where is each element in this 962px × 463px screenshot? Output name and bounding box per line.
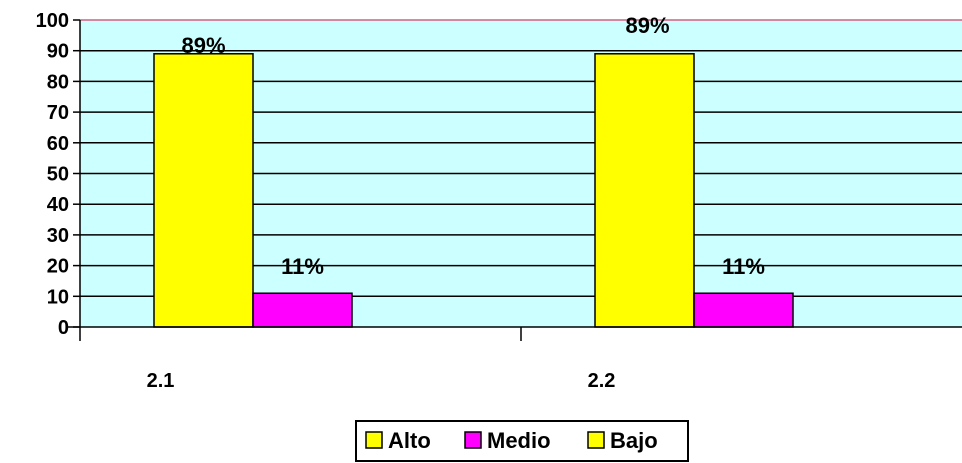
bars [153,53,794,328]
legend-label-alto: Alto [388,428,431,453]
legend-swatch-alto [365,431,383,449]
data-label: 89% [625,13,669,38]
y-tick-label: 80 [47,71,69,93]
y-ticks: 0 10 20 30 40 50 60 70 80 90 100 [36,10,80,339]
x-ticks: 2.1 2.2 [147,327,616,392]
y-tick-label: 40 [47,194,69,216]
y-tick-label: 30 [47,225,69,247]
x-tick-label: 2.2 [588,370,616,392]
bar-alto-0 [153,53,254,328]
legend-label-medio: Medio [487,428,551,453]
data-label: 11% [722,254,765,279]
y-tick-label: 100 [36,10,69,32]
data-labels: 89% 11% 89% 11% [181,13,764,279]
legend-swatch-medio [464,431,482,449]
x-tick-label: 2.1 [147,370,175,392]
y-tick-label: 50 [47,164,69,186]
bar-alto-1 [594,53,695,328]
y-tick-label: 70 [47,102,69,124]
y-tick-label: 10 [47,286,69,308]
legend-box [355,420,689,462]
legend-swatch-bajo [587,431,605,449]
y-tick-label: 0 [58,317,69,339]
legend-label-bajo: Bajo [610,428,658,453]
y-tick-label: 90 [47,41,69,63]
y-tick-label: 60 [47,133,69,155]
axes [66,20,962,341]
bar-medio-0 [252,292,353,328]
legend: Alto Medio Bajo [355,420,689,462]
y-tick-label: 20 [47,256,69,278]
data-label: 89% [181,33,225,58]
bar-medio-1 [693,292,794,328]
data-label: 11% [281,254,324,279]
